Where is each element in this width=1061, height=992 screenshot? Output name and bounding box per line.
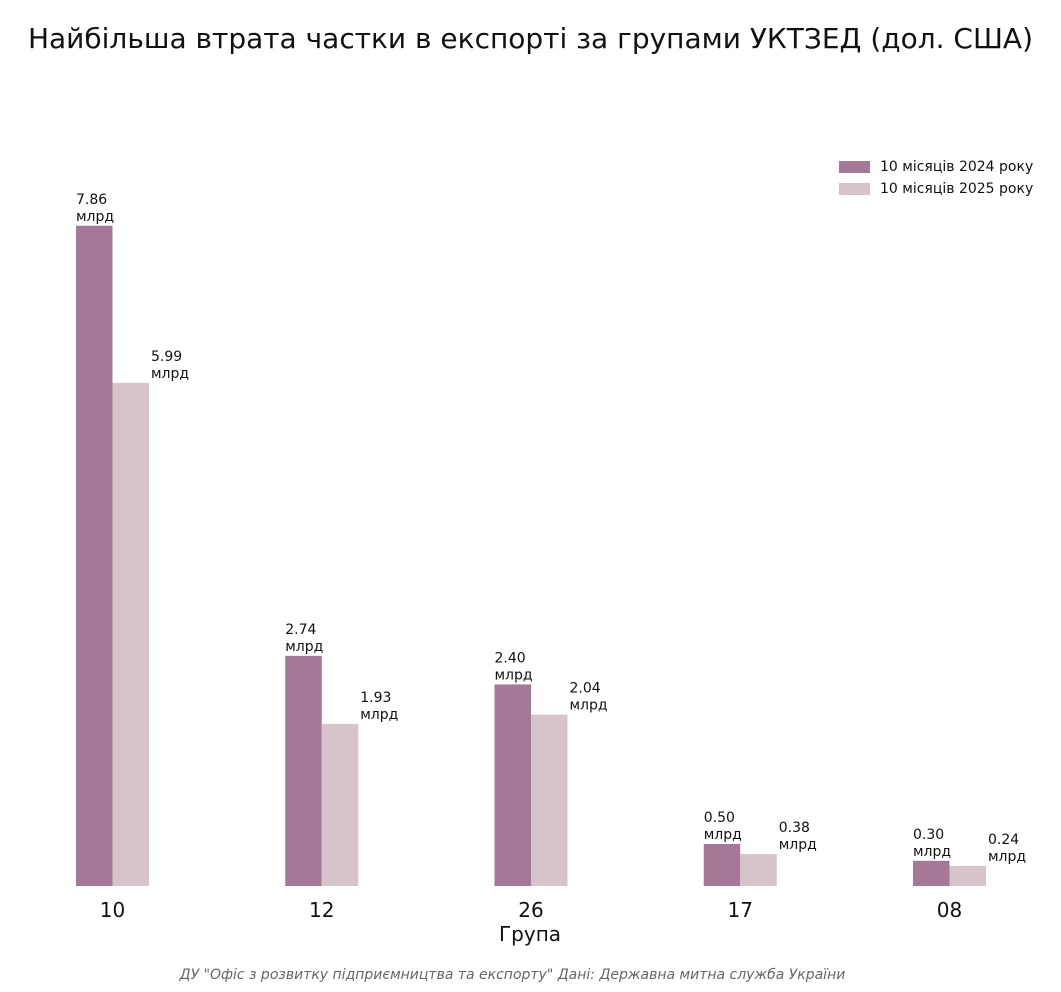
value-label-12-series-1: 2.74 млрд — [285, 622, 323, 655]
value-label-17-series-2: 0.38 млрд — [779, 820, 817, 853]
source-note: ДУ "Офіс з розвитку підприємництва та ек… — [179, 967, 846, 983]
bar-10-series-1 — [76, 225, 113, 886]
legend-item-2024: 10 місяців 2024 року — [839, 156, 1033, 178]
x-tick-label-12: 12 — [309, 898, 334, 922]
bar-10-series-2 — [112, 382, 149, 886]
value-label-10-series-1: 7.86 млрд — [76, 192, 114, 225]
bar-17-series-1 — [703, 844, 741, 886]
legend-swatch-2024 — [839, 161, 870, 173]
bar-12-series-1 — [285, 655, 322, 886]
value-label-08-series-2: 0.24 млрд — [988, 832, 1026, 865]
x-tick-label-08: 08 — [937, 898, 962, 922]
legend-label-2024: 10 місяців 2024 року — [880, 159, 1034, 175]
bar-26-series-1 — [494, 684, 531, 886]
bar-08-series-1 — [913, 860, 950, 886]
bars-layer — [76, 225, 986, 886]
value-label-26-series-2: 2.04 млрд — [570, 681, 608, 714]
bar-08-series-2 — [949, 865, 986, 886]
bar-12-series-2 — [321, 723, 359, 886]
value-label-08-series-1: 0.30 млрд — [913, 827, 951, 860]
x-tick-label-10: 10 — [100, 898, 125, 922]
value-label-10-series-2: 5.99 млрд — [151, 349, 189, 382]
x-tick-label-26: 26 — [518, 898, 543, 922]
legend-swatch-2025 — [839, 183, 870, 195]
legend-label-2025: 10 місяців 2025 року — [880, 181, 1034, 197]
value-label-26-series-1: 2.40 млрд — [495, 650, 533, 683]
value-label-12-series-2: 1.93 млрд — [360, 690, 398, 723]
bar-17-series-2 — [740, 854, 777, 886]
value-labels-layer: 7.86 млрд 5.99 млрд 2.74 млрд 1.93 млрд 2.40 млрд… — [76, 192, 1026, 865]
bar-26-series-2 — [531, 714, 568, 886]
x-tick-label-17: 17 — [728, 898, 753, 922]
chart-title: Найбільша втрата частки в експорті за гр… — [27, 22, 1034, 55]
x-axis-label: Група — [499, 922, 561, 946]
legend: 10 місяців 2024 року 10 місяців 2025 рок… — [839, 156, 1033, 200]
legend-item-2025: 10 місяців 2025 року — [839, 178, 1033, 200]
value-label-17-series-1: 0.50 млрд — [704, 810, 742, 843]
x-tick-labels: 10 12 26 17 08 — [100, 898, 962, 922]
